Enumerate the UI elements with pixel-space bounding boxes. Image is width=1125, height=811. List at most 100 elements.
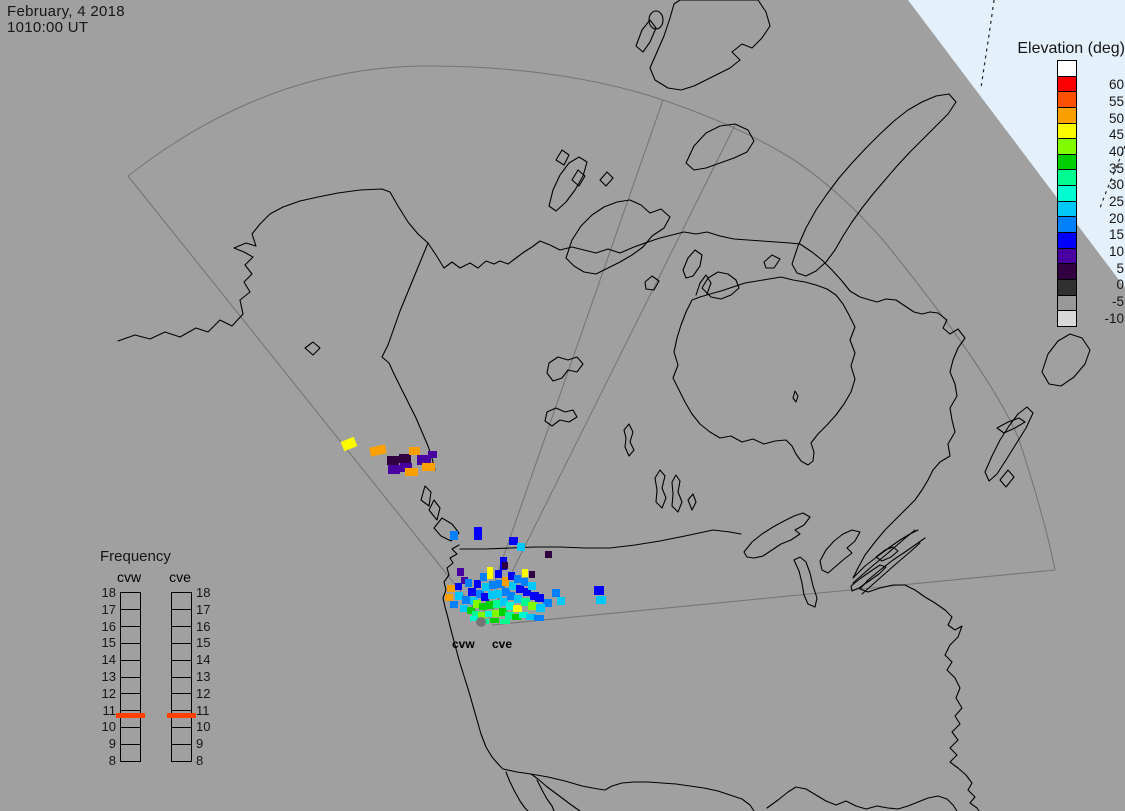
- freq-current-marker: [116, 713, 145, 719]
- echo-cell: [514, 575, 521, 583]
- elevation-tick-label: 15: [1108, 227, 1124, 243]
- freq-tick-line: [121, 609, 140, 611]
- elevation-color-box: [1057, 278, 1077, 296]
- radar-echo-cells: [340, 436, 606, 624]
- elevation-color-box: [1057, 106, 1077, 124]
- freq-tick-line: [121, 743, 140, 745]
- freq-tick-label: 17: [196, 601, 211, 617]
- freq-tick-line: [172, 743, 191, 745]
- freq-tick-line: [121, 676, 140, 678]
- elevation-tick-label: 60: [1108, 77, 1124, 93]
- echo-cell: [486, 601, 494, 609]
- freq-tick-label: 11: [102, 702, 117, 718]
- echo-cell: [428, 451, 437, 458]
- echo-cell: [480, 573, 487, 581]
- freq-scale-cve: [167, 592, 196, 762]
- echo-cell: [499, 608, 507, 616]
- echo-cell: [508, 572, 515, 580]
- echo-cell: [369, 444, 387, 457]
- coastlines: [117, 0, 1091, 811]
- freq-tick-label: 16: [196, 618, 211, 634]
- elevation-color-box: [1057, 232, 1077, 249]
- freq-tick-line: [121, 659, 140, 661]
- site-label-cvw: cvw: [452, 637, 475, 651]
- echo-cell: [417, 455, 431, 465]
- echo-cell: [529, 571, 535, 578]
- echo-cell: [465, 579, 472, 587]
- echo-cell: [505, 612, 514, 619]
- echo-cell: [494, 590, 502, 598]
- freq-tick-label: 12: [196, 685, 211, 701]
- echo-cell: [528, 582, 536, 590]
- elevation-color-box: [1057, 294, 1077, 312]
- echo-cell: [513, 605, 522, 612]
- elevation-color-box: [1057, 138, 1077, 155]
- freq-tick-label: 9: [196, 736, 204, 752]
- freq-tick-label: 8: [196, 753, 204, 768]
- freq-tick-label: 16: [101, 618, 116, 634]
- elevation-color-box: [1057, 91, 1077, 108]
- echo-cell: [399, 454, 411, 463]
- freq-column-label-cve: cve: [169, 569, 191, 585]
- echo-cell: [455, 592, 463, 600]
- freq-tick-label: 14: [196, 652, 211, 668]
- echo-cell: [400, 463, 412, 472]
- freq-tick-line: [172, 693, 191, 695]
- elevation-tick-label: 45: [1108, 127, 1124, 143]
- echo-cell: [460, 605, 468, 612]
- elevation-tick-label: 0: [1116, 277, 1124, 293]
- elevation-color-box: [1057, 263, 1077, 280]
- echo-cell: [485, 611, 493, 617]
- freq-tick-line: [121, 710, 140, 712]
- freq-tick-label: 10: [101, 719, 116, 735]
- echo-cell: [545, 551, 552, 558]
- echo-cell: [474, 527, 482, 540]
- echo-cell: [509, 582, 517, 590]
- echo-cell: [506, 602, 514, 610]
- freq-tick-label: 13: [101, 669, 116, 684]
- freq-tick-line: [172, 659, 191, 661]
- echo-cell: [468, 588, 476, 596]
- echo-cell: [472, 611, 480, 617]
- freq-tick-line: [172, 609, 191, 611]
- echo-cell: [512, 614, 521, 620]
- elevation-colorbar: [1057, 60, 1077, 327]
- elevation-color-box: [1057, 185, 1077, 202]
- freq-tick-label: 18: [196, 585, 211, 600]
- echo-cell: [530, 592, 539, 600]
- echo-cell: [450, 531, 458, 540]
- echo-cell: [447, 585, 455, 592]
- freq-tick-label: 11: [196, 702, 210, 718]
- elevation-color-box: [1057, 60, 1077, 77]
- site-label-cve: cve: [492, 637, 513, 651]
- time-label: 1010:00 UT: [7, 19, 89, 36]
- echo-cell: [514, 595, 522, 603]
- frequency-panel-title: Frequency: [100, 548, 171, 565]
- echo-cell: [521, 578, 528, 586]
- echo-cell: [557, 597, 565, 605]
- echo-cell: [388, 465, 400, 474]
- echo-cell: [509, 537, 518, 545]
- elevation-tick-label: 55: [1108, 94, 1124, 110]
- echo-cell: [521, 598, 530, 606]
- elevation-tick-label: -5: [1111, 293, 1124, 309]
- freq-tick-label: 9: [108, 736, 116, 752]
- echo-cell: [552, 589, 560, 597]
- echo-cell: [409, 447, 420, 455]
- echo-cell: [543, 599, 552, 607]
- echo-cell: [502, 562, 508, 569]
- echo-cell: [489, 581, 497, 589]
- echo-cell: [479, 603, 487, 610]
- elevation-tick-label: 20: [1108, 210, 1124, 226]
- freq-tick-line: [121, 642, 140, 644]
- elevation-color-box: [1057, 153, 1077, 171]
- echo-cell: [467, 607, 475, 614]
- elevation-tick-label: 35: [1108, 160, 1124, 176]
- echo-cell: [450, 601, 458, 608]
- freq-tick-line: [172, 710, 191, 712]
- elevation-color-box: [1057, 75, 1077, 93]
- echo-cell: [522, 569, 528, 577]
- elevation-color-box: [1057, 122, 1077, 140]
- freq-tick-line: [121, 726, 140, 728]
- freq-scale-cvw: [116, 592, 145, 762]
